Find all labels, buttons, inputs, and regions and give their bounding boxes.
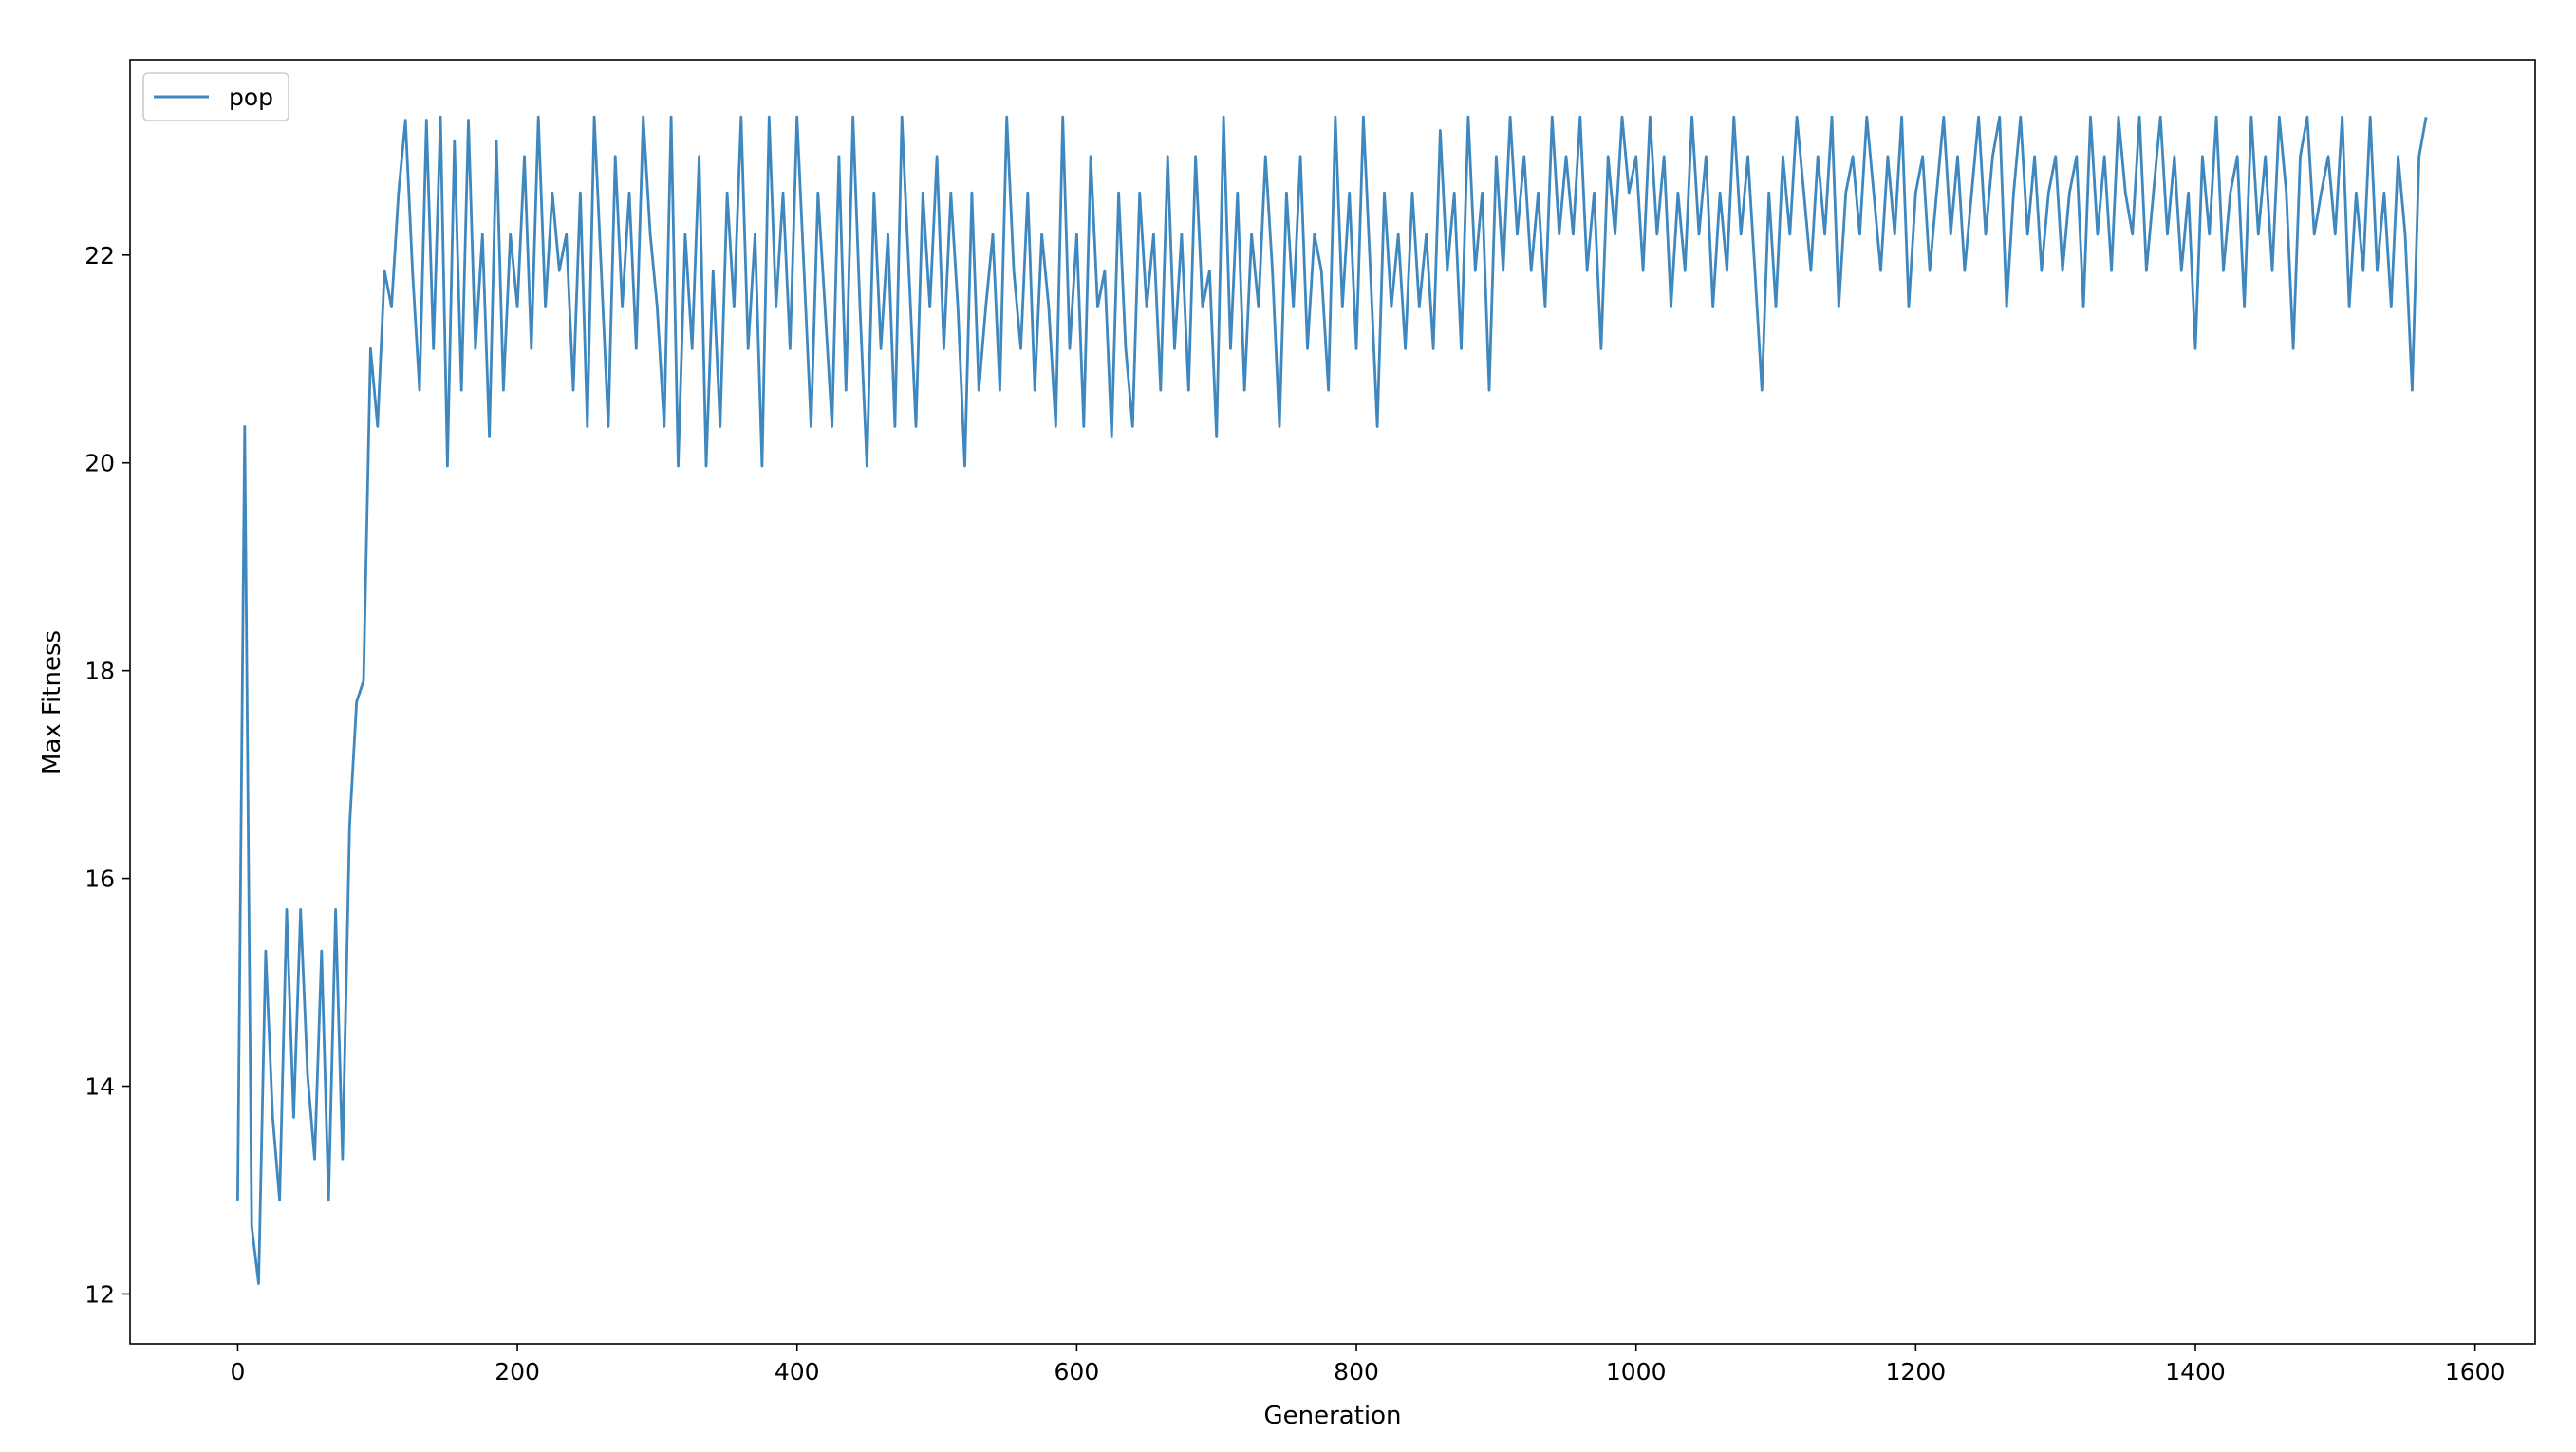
y-tick-label: 16 — [84, 866, 115, 893]
x-tick-label: 600 — [1055, 1358, 1100, 1386]
y-tick-label: 20 — [84, 450, 115, 477]
legend-label-pop: pop — [229, 84, 273, 111]
y-tick-label: 14 — [84, 1073, 115, 1101]
x-tick-label: 800 — [1334, 1358, 1379, 1386]
x-axis-label: Generation — [1263, 1402, 1401, 1430]
x-tick-label: 1200 — [1886, 1358, 1947, 1386]
y-tick-label: 18 — [84, 658, 115, 685]
x-tick-label: 1000 — [1606, 1358, 1667, 1386]
series-lines — [236, 115, 2428, 1285]
x-tick-label: 200 — [495, 1358, 540, 1386]
legend-box — [142, 72, 289, 121]
x-tick-label: 0 — [230, 1358, 245, 1386]
series-line-pop — [236, 115, 2428, 1285]
x-tick-label: 1600 — [2445, 1358, 2506, 1386]
axes-frame — [129, 59, 2536, 1345]
x-axis: 0 200 400 600 800 1000 1200 1400 1600 — [230, 1344, 2505, 1386]
x-tick-label: 1400 — [2165, 1358, 2226, 1386]
y-tick-label: 12 — [84, 1280, 115, 1308]
legend: pop — [142, 72, 289, 121]
y-axis-label: Max Fitness — [38, 630, 66, 774]
x-tick-label: 400 — [775, 1358, 820, 1386]
y-tick-label: 22 — [84, 242, 115, 270]
y-axis: 12 14 16 18 20 22 — [84, 242, 130, 1308]
